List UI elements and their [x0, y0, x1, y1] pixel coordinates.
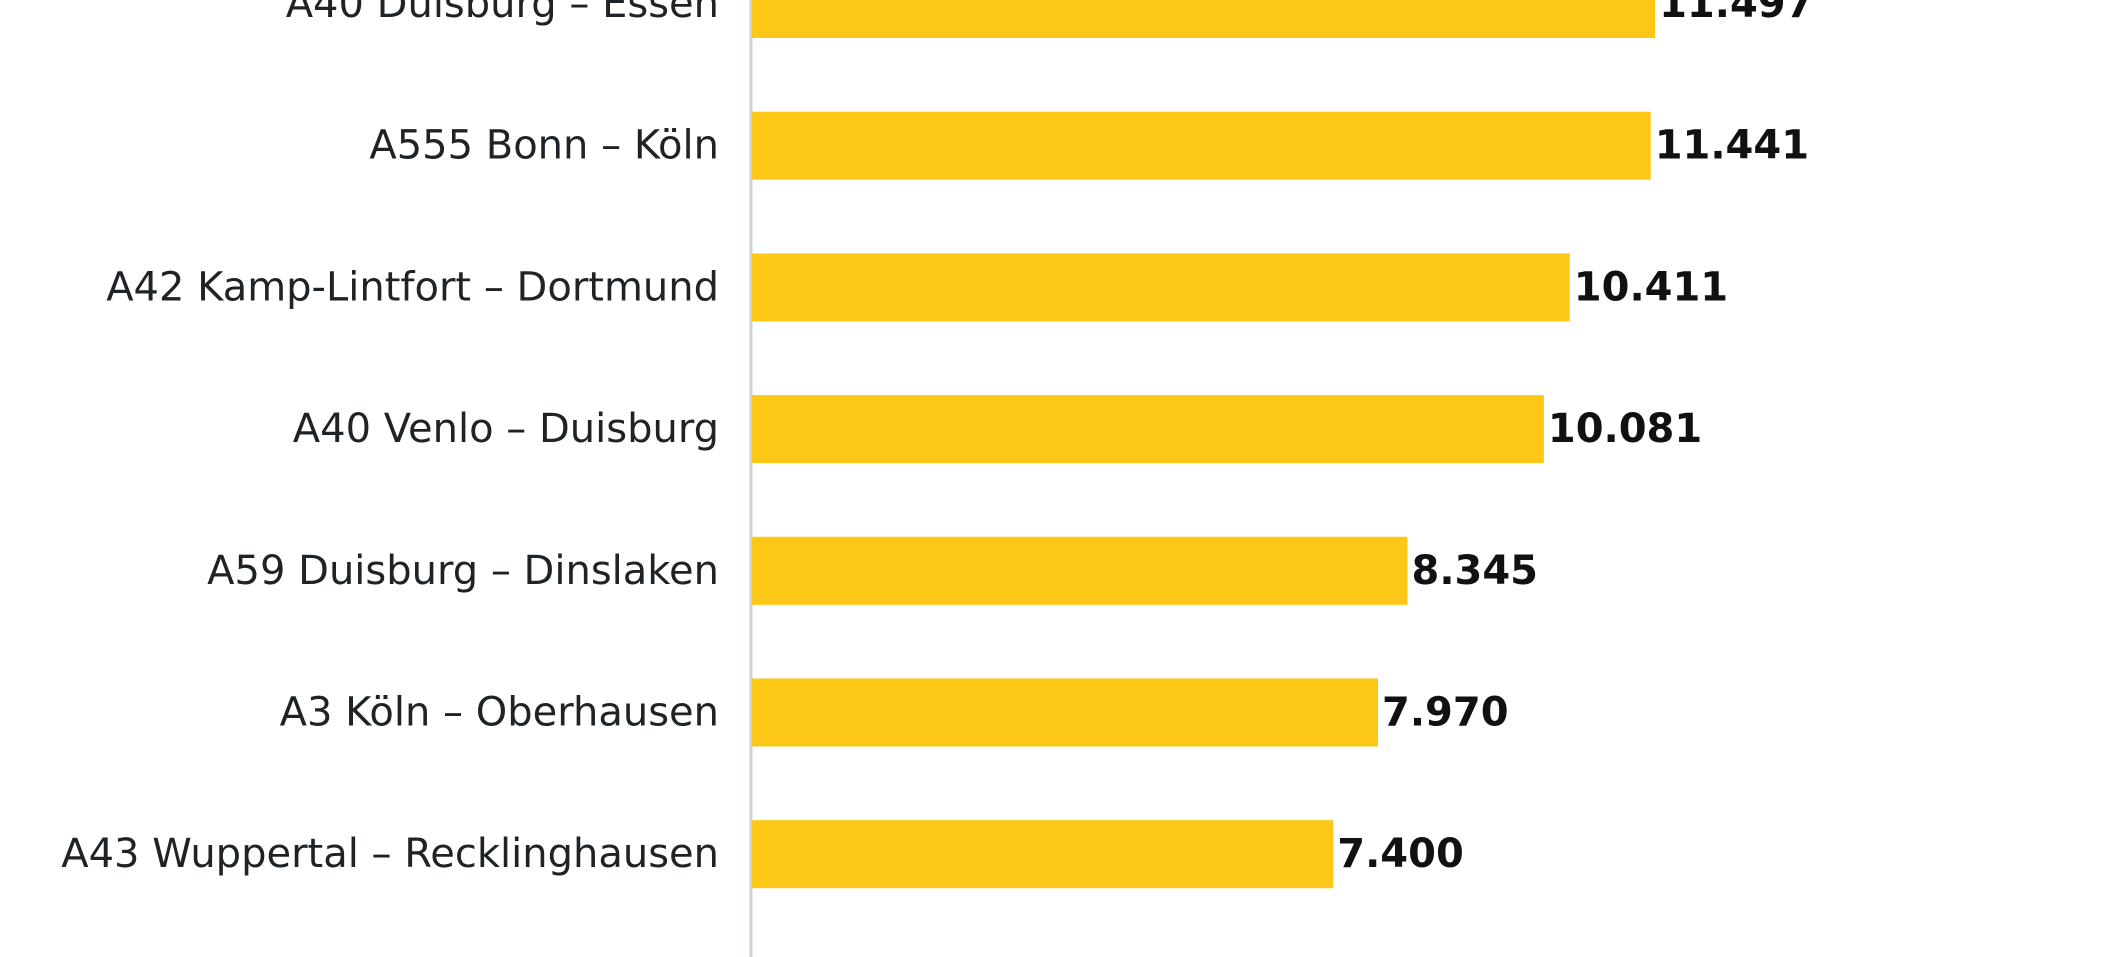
bar: [752, 253, 1570, 322]
value-label: 11.497: [1659, 0, 1813, 27]
bar: [752, 395, 1544, 464]
category-label: A59 Duisburg – Dinslaken: [207, 548, 719, 594]
category-label: A40 Venlo – Duisburg: [293, 406, 719, 452]
category-label: A42 Kamp-Lintfort – Dortmund: [106, 264, 719, 310]
value-label: 10.081: [1548, 406, 1702, 452]
value-label: 7.400: [1337, 831, 1464, 877]
category-label: A3 Köln – Oberhausen: [280, 690, 719, 736]
value-label: 8.345: [1411, 548, 1538, 594]
bar: [752, 111, 1651, 180]
bar: [752, 536, 1408, 605]
bar: [752, 0, 1656, 38]
value-label: 11.441: [1655, 123, 1809, 169]
value-label: 10.411: [1574, 264, 1728, 310]
category-label: A40 Duisburg – Essen: [286, 0, 719, 27]
bar: [752, 820, 1334, 889]
category-label: A555 Bonn – Köln: [369, 123, 719, 169]
bar: [752, 678, 1379, 747]
category-label: A43 Wuppertal – Recklinghausen: [61, 831, 719, 877]
value-label: 7.970: [1382, 690, 1509, 736]
